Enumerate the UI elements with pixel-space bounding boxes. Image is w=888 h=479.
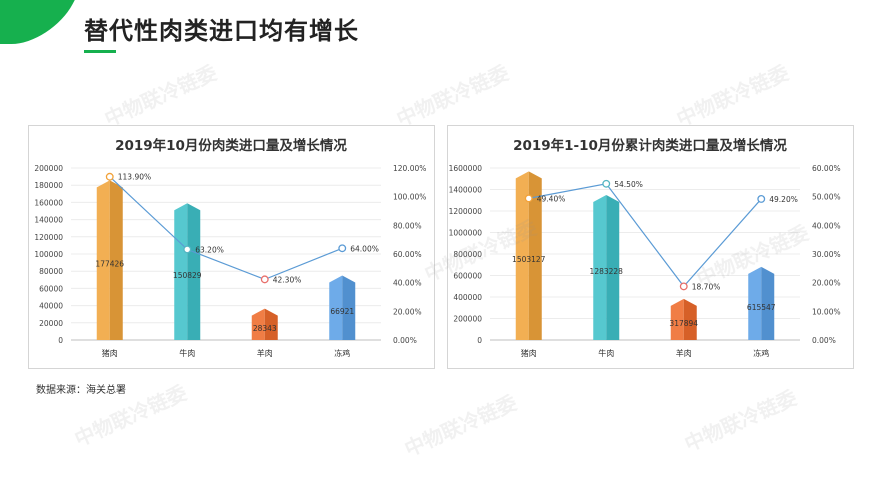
title-underline [84, 50, 116, 53]
y2-tick-label: 10.00% [812, 307, 841, 316]
x-tick-label: 猪肉 [521, 348, 537, 358]
y-tick-label: 1400000 [449, 186, 483, 195]
line-data-label: 49.40% [537, 194, 566, 203]
line-data-label: 42.30% [273, 275, 302, 284]
y2-tick-label: 0.00% [812, 336, 836, 345]
y2-tick-label: 100.00% [393, 193, 426, 202]
y-tick-label: 120000 [34, 233, 63, 242]
chart-october-svg: 2019年10月份肉类进口量及增长情况 0 20000 40000 60000 80000… [34, 137, 426, 358]
bar-left-face [96, 180, 110, 340]
chart-cumulative-svg: 2019年1-10月份累计肉类进口量及增长情况 0 200000 400000 6000… [449, 137, 841, 358]
y-tick-label: 100000 [34, 250, 63, 259]
y-tick-label: 800000 [453, 250, 482, 259]
bar-data-label: 317894 [669, 319, 698, 328]
chart-panel-october: 2019年10月份肉类进口量及增长情况 0 20000 40000 60000 80000… [28, 125, 435, 369]
y-tick-label: 0 [58, 336, 63, 345]
bar [761, 266, 775, 340]
watermark-1: 中物联冷链委 [392, 60, 513, 132]
y-tick-label: 40000 [39, 302, 63, 311]
y2-tick-label: 80.00% [393, 221, 422, 230]
line-data-label: 49.20% [769, 195, 798, 204]
y-tick-label: 1200000 [449, 207, 483, 216]
y-tick-label: 600000 [453, 272, 482, 281]
chart-panel-cumulative: 2019年1-10月份累计肉类进口量及增长情况 0 200000 400000 6000… [447, 125, 854, 369]
bar [187, 203, 201, 340]
y-tick-label: 0 [477, 336, 482, 345]
y-tick-label: 20000 [39, 319, 63, 328]
y2-tick-label: 50.00% [812, 193, 841, 202]
y-tick-label: 400000 [453, 293, 482, 302]
y-tick-label: 140000 [34, 216, 63, 225]
line-point [679, 282, 688, 291]
y2-tick-label: 40.00% [812, 221, 841, 230]
line-point [757, 195, 766, 203]
line-point [602, 179, 611, 188]
bar-data-label: 28343 [253, 324, 277, 333]
line-point [260, 275, 269, 284]
chart-title: 2019年10月份肉类进口量及增长情况 [115, 137, 347, 154]
bar [606, 195, 620, 340]
line-point [524, 194, 533, 203]
watermark-3: 中物联冷链委 [100, 60, 221, 132]
y-tick-label: 160000 [34, 198, 63, 207]
bar-data-label: 177426 [95, 260, 124, 269]
x-tick-label: 羊肉 [257, 348, 273, 358]
watermark-8: 中物联冷链委 [680, 385, 801, 457]
growth-line [109, 176, 343, 281]
x-tick-label: 冻鸡 [334, 348, 350, 358]
brand-logo-shape [0, 0, 89, 44]
bar-data-label: 1283228 [590, 267, 624, 276]
y-tick-label: 80000 [39, 267, 63, 276]
source-note: 数据来源：海关总署 [36, 385, 126, 396]
bar [109, 180, 123, 340]
x-tick-label: 猪肉 [102, 348, 118, 358]
bar-left-face [670, 298, 684, 340]
y2-tick-label: 0.00% [393, 336, 417, 345]
line-data-label: 63.20% [195, 245, 224, 254]
bar-data-label: 66921 [330, 307, 354, 316]
y-tick-label: 200000 [34, 164, 63, 173]
bar [683, 298, 697, 340]
bar-data-label: 615547 [747, 303, 776, 312]
y-tick-label: 1000000 [449, 229, 483, 238]
line-data-label: 54.50% [614, 180, 643, 189]
chart-title: 2019年1-10月份累计肉类进口量及增长情况 [513, 137, 787, 154]
watermark-7: 中物联冷链委 [400, 390, 521, 462]
y-tick-label: 1600000 [449, 164, 483, 173]
growth-line [528, 183, 762, 288]
bar-left-face [515, 171, 529, 340]
x-tick-label: 羊肉 [676, 348, 692, 358]
watermark-2: 中物联冷链委 [672, 60, 793, 132]
bar [264, 308, 278, 340]
y2-tick-label: 40.00% [393, 279, 422, 288]
bar-data-label: 150829 [173, 271, 202, 280]
bar-left-face [593, 195, 607, 340]
y-tick-label: 180000 [34, 181, 63, 190]
x-tick-label: 牛肉 [179, 348, 195, 358]
line-data-label: 113.90% [118, 173, 151, 182]
line-data-label: 18.70% [692, 282, 721, 291]
bar-left-face [748, 266, 762, 340]
y2-tick-label: 30.00% [812, 250, 841, 259]
bar-left-face [174, 203, 188, 340]
y-tick-label: 60000 [39, 284, 63, 293]
slide-title: 替代性肉类进口均有增长 [84, 17, 359, 45]
y2-tick-label: 20.00% [812, 279, 841, 288]
y2-tick-label: 60.00% [812, 164, 841, 173]
bar-data-label: 1503127 [512, 255, 546, 264]
bar-left-face [251, 308, 265, 340]
line-point [105, 172, 114, 181]
x-tick-label: 冻鸡 [753, 348, 769, 358]
bar-left-face [329, 275, 343, 340]
bar [528, 171, 542, 340]
x-tick-label: 牛肉 [598, 348, 614, 358]
line-point [338, 244, 347, 253]
y-tick-label: 200000 [453, 315, 482, 324]
bar [342, 275, 356, 340]
line-point [183, 245, 192, 254]
y2-tick-label: 20.00% [393, 307, 422, 316]
y2-tick-label: 120.00% [393, 164, 426, 173]
y2-tick-label: 60.00% [393, 250, 422, 259]
line-data-label: 64.00% [350, 244, 379, 253]
